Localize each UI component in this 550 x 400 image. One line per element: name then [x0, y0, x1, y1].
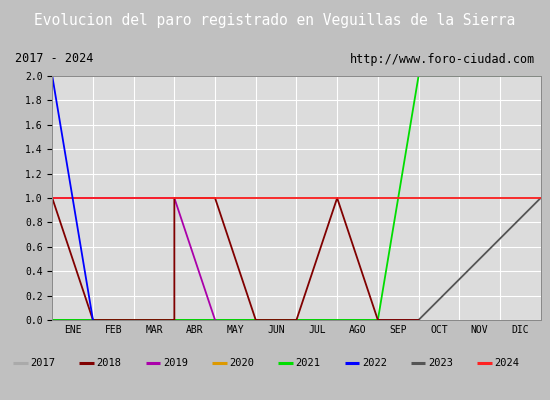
Text: 2022: 2022 — [362, 358, 387, 368]
Text: 2020: 2020 — [229, 358, 254, 368]
Text: 2017 - 2024: 2017 - 2024 — [15, 52, 94, 66]
Text: 2023: 2023 — [428, 358, 453, 368]
Text: 2024: 2024 — [494, 358, 519, 368]
Text: 2018: 2018 — [97, 358, 122, 368]
Text: Evolucion del paro registrado en Veguillas de la Sierra: Evolucion del paro registrado en Veguill… — [34, 14, 516, 28]
Text: 2021: 2021 — [295, 358, 321, 368]
Text: http://www.foro-ciudad.com: http://www.foro-ciudad.com — [350, 52, 535, 66]
Text: 2017: 2017 — [30, 358, 56, 368]
Text: 2019: 2019 — [163, 358, 188, 368]
